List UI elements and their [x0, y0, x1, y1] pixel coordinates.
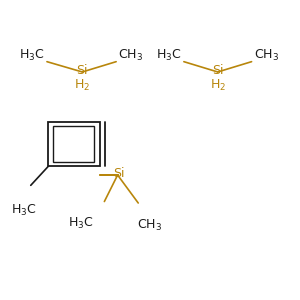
- Text: Si: Si: [113, 167, 125, 180]
- Text: Si: Si: [76, 64, 88, 77]
- Bar: [48, 122, 100, 166]
- Text: H$_2$: H$_2$: [210, 78, 226, 93]
- Text: H$_2$: H$_2$: [74, 78, 90, 93]
- Text: CH$_3$: CH$_3$: [118, 48, 143, 63]
- Text: H$_3$C: H$_3$C: [20, 48, 45, 63]
- Text: H$_3$C: H$_3$C: [68, 216, 94, 231]
- Text: CH$_3$: CH$_3$: [137, 218, 163, 232]
- Text: H$_3$C: H$_3$C: [11, 203, 37, 218]
- Text: Si: Si: [212, 64, 224, 77]
- Bar: [53, 126, 94, 162]
- Text: H$_3$C: H$_3$C: [156, 48, 182, 63]
- Text: CH$_3$: CH$_3$: [254, 48, 279, 63]
